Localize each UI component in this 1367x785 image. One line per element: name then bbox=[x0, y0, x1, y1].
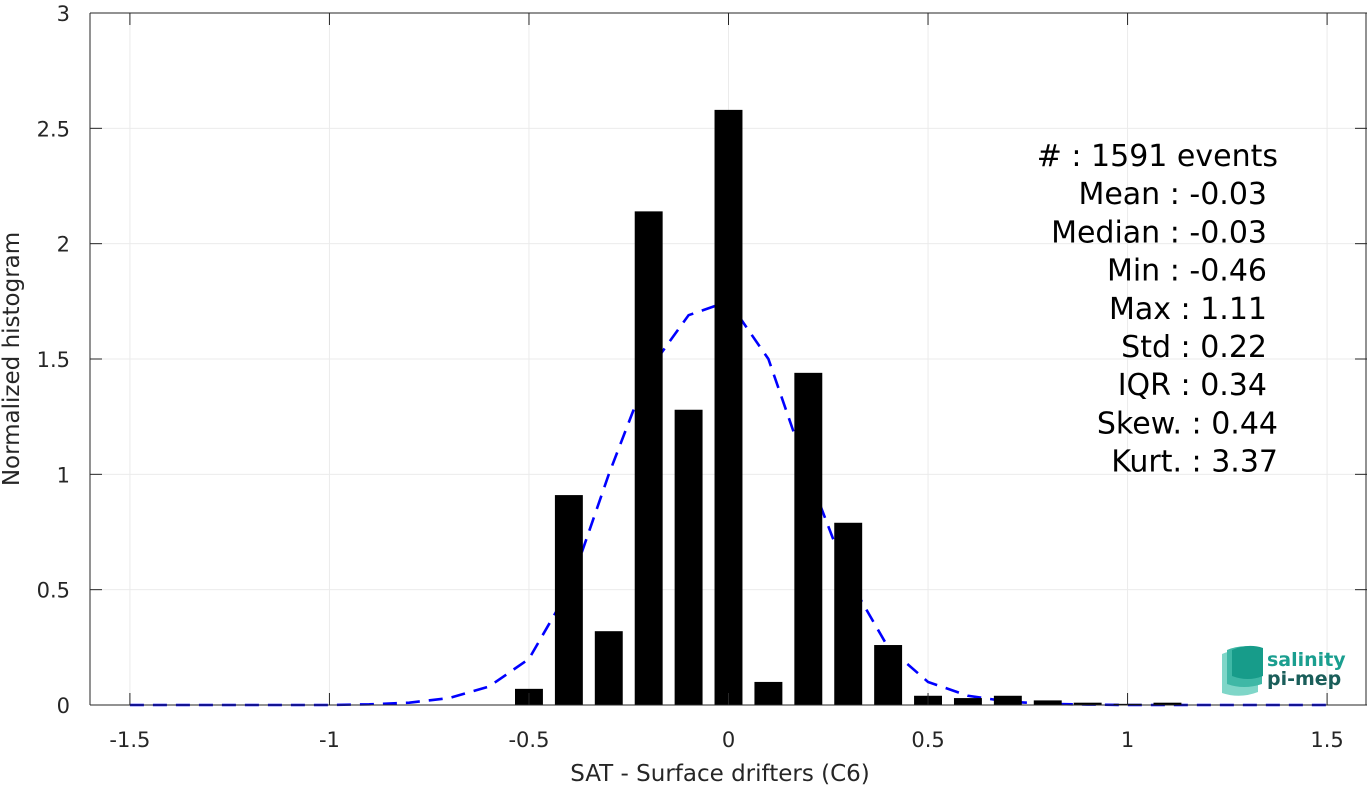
histogram-bar bbox=[674, 409, 703, 705]
y-tick-label: 0.5 bbox=[37, 579, 70, 603]
stats-line: Kurt. : 3.37 bbox=[1111, 445, 1278, 480]
histogram-bar bbox=[1153, 702, 1182, 705]
salinity-pi-mep-logo: salinity pi-mep bbox=[1222, 645, 1346, 696]
tick-label-layer: -1.5 -1 -0.5 0 0.5 1 1.5 0 0.5 1 1.5 2 2.5 3 bbox=[37, 2, 1344, 752]
y-tick-label: 2.5 bbox=[37, 117, 70, 141]
y-axis-label: Normalized histogram bbox=[0, 232, 25, 486]
histogram-bar bbox=[754, 681, 783, 705]
histogram-bar bbox=[714, 109, 743, 705]
y-tick-label: 0 bbox=[57, 694, 70, 718]
stats-line: Median : -0.03 bbox=[1051, 215, 1267, 250]
stats-line: Min : -0.46 bbox=[1107, 254, 1267, 289]
histogram-bar bbox=[993, 695, 1022, 705]
axes-layer bbox=[89, 12, 1367, 706]
y-tick-label: 3 bbox=[57, 2, 70, 26]
histogram-bar bbox=[1033, 700, 1062, 705]
logo-mark-icon bbox=[1222, 645, 1263, 696]
x-tick-label: -1.5 bbox=[109, 728, 150, 752]
stats-line: Max : 1.11 bbox=[1109, 292, 1267, 327]
x-tick-label: 1 bbox=[1121, 728, 1134, 752]
x-axis-label: SAT - Surface drifters (C6) bbox=[570, 761, 870, 785]
stats-line: Std : 0.22 bbox=[1121, 330, 1267, 365]
histogram-bar bbox=[634, 211, 663, 705]
x-tick-label: 0 bbox=[722, 728, 735, 752]
histogram-bar bbox=[594, 631, 623, 705]
x-tick-label: -0.5 bbox=[508, 728, 549, 752]
histogram-bar bbox=[834, 522, 863, 705]
y-tick-label: 2 bbox=[57, 233, 70, 257]
stats-line: # : 1591 events bbox=[1037, 139, 1278, 174]
histogram-bar bbox=[554, 495, 583, 705]
histogram-bar bbox=[794, 372, 823, 705]
stats-line: Mean : -0.03 bbox=[1078, 177, 1267, 212]
y-tick-label: 1.5 bbox=[37, 348, 70, 372]
y-tick-label: 1 bbox=[57, 463, 70, 487]
logo-text-line2: pi-mep bbox=[1267, 668, 1341, 690]
histogram-bar bbox=[1073, 702, 1102, 705]
logo-text-line1: salinity bbox=[1267, 649, 1346, 671]
histogram-bar bbox=[953, 698, 982, 705]
stats-line: Skew. : 0.44 bbox=[1097, 406, 1278, 441]
histogram-bar bbox=[874, 645, 903, 705]
bar-layer bbox=[515, 109, 1182, 705]
x-tick-label: -1 bbox=[319, 728, 340, 752]
x-tick-label: 0.5 bbox=[911, 728, 944, 752]
stats-line: IQR : 0.34 bbox=[1118, 368, 1267, 403]
x-tick-label: 1.5 bbox=[1310, 728, 1343, 752]
